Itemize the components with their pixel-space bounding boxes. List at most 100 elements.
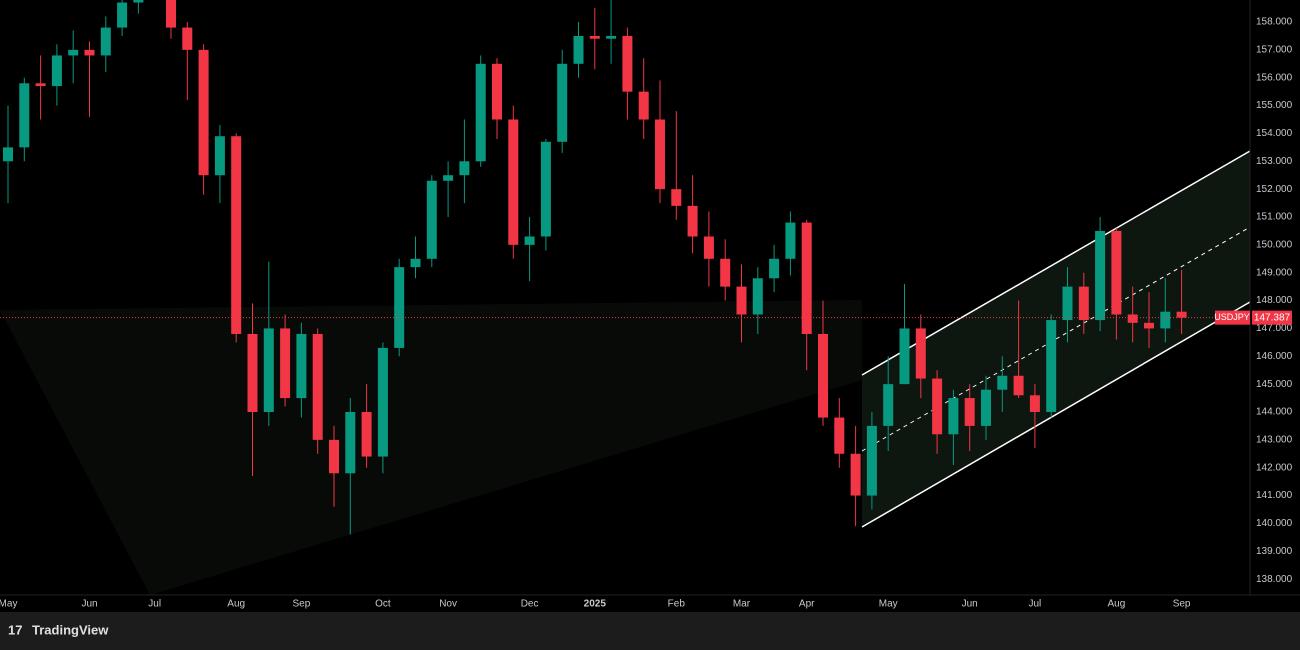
x-tick-label: Oct (375, 599, 391, 610)
candle-body (280, 328, 291, 399)
candle-body (736, 286, 747, 315)
candle-body (100, 27, 111, 56)
candle-body (866, 425, 877, 496)
x-tick-label: Jul (148, 599, 161, 610)
candle-body (622, 35, 633, 92)
candle-body (410, 258, 421, 268)
candle-body (459, 161, 470, 176)
x-tick-label: Jun (81, 599, 97, 610)
y-tick-label: 142.000 (1256, 462, 1293, 473)
candle-body (296, 333, 307, 399)
candle-body (540, 141, 551, 237)
x-tick-label: Aug (227, 599, 245, 610)
candle-body (1062, 286, 1073, 321)
y-tick-label: 141.000 (1256, 490, 1293, 501)
candle-body (19, 83, 30, 148)
candle-body (524, 236, 535, 245)
x-tick-label: Feb (668, 599, 686, 610)
y-tick-label: 152.000 (1256, 184, 1293, 195)
channel-lower (861, 301, 1251, 528)
y-tick-label: 139.000 (1256, 546, 1293, 557)
plot: 138.000 139.000 140.000 141.000 142.000 143.0… (0, 0, 1293, 610)
candle-body (394, 267, 405, 348)
x-tick-label: Sep (1173, 599, 1191, 610)
brand: TradingView (32, 622, 109, 637)
candle-body (1029, 395, 1040, 412)
candle-body (443, 175, 454, 181)
footer (0, 612, 1300, 650)
y-tick-label: 138.000 (1256, 574, 1293, 585)
candle-body (687, 205, 698, 237)
candle-body (426, 180, 437, 259)
y-tick-label: 145.000 (1256, 379, 1293, 390)
price-tag (1252, 310, 1292, 325)
candle-body (1013, 375, 1024, 396)
y-tick-label: 148.000 (1256, 295, 1293, 306)
y-tick-label: 147.000 (1256, 323, 1293, 334)
shaded-zone (0, 300, 862, 595)
candle-body (801, 222, 812, 334)
candle-body (834, 417, 845, 454)
x-tick-label: Jun (962, 599, 978, 610)
candle-body (329, 439, 339, 474)
candle-body (818, 333, 828, 418)
candle-body (492, 63, 502, 120)
candle-body (312, 333, 323, 440)
symbol-tag (1215, 310, 1250, 325)
x-tick-label: Jul (1029, 599, 1042, 610)
candle-body (557, 63, 568, 142)
candle-body (1176, 311, 1187, 318)
candle-body (850, 453, 861, 496)
candle-body (214, 136, 225, 176)
candle-body (84, 49, 95, 56)
candle-body (475, 63, 486, 162)
candle-body (785, 222, 796, 259)
price-label: 147.387 (1254, 312, 1291, 323)
x-tick-label: Mar (733, 599, 751, 610)
x-tick-label: Sep (293, 599, 311, 610)
x-tick-label: 2025 (584, 599, 607, 610)
channel-upper (861, 150, 1251, 376)
candle-body (1095, 230, 1106, 321)
candle-body (932, 378, 943, 435)
candle-body (883, 384, 894, 426)
candle-body (703, 236, 714, 259)
y-tick-label: 155.000 (1256, 100, 1293, 111)
y-tick-label: 150.000 (1256, 239, 1293, 250)
x-tick-label: May (879, 599, 898, 610)
candle-body (606, 35, 617, 39)
candle-body (589, 35, 600, 39)
candle-body (671, 189, 682, 206)
candle-body (182, 27, 193, 50)
y-tick-label: 143.000 (1256, 434, 1293, 445)
y-tick-label: 157.000 (1256, 45, 1293, 56)
candle-body (3, 147, 13, 162)
symbol-label: USDJPY (1214, 312, 1250, 322)
candle-body (638, 91, 649, 120)
candle-body (263, 328, 274, 412)
candle-body (231, 136, 242, 334)
y-tick-label: 144.000 (1256, 407, 1293, 418)
candle-body (899, 328, 910, 385)
candle-body (508, 119, 519, 245)
y-tick-label: 158.000 (1256, 17, 1293, 28)
candle-body (1046, 320, 1057, 412)
candle-body (1111, 230, 1122, 315)
candle-body (247, 333, 258, 412)
candle-body (198, 49, 209, 176)
x-tick-label: Nov (439, 599, 457, 610)
x-tick-label: May (0, 599, 17, 610)
candle-body (361, 411, 372, 457)
candle-body (915, 328, 926, 379)
candle-body (573, 35, 584, 64)
candle-body (377, 347, 388, 457)
candle-body (752, 278, 763, 315)
candle-body (1078, 286, 1089, 321)
candle-body (1127, 314, 1138, 323)
candle-body (769, 258, 780, 279)
y-tick-label: 154.000 (1256, 128, 1293, 139)
candle-body (997, 375, 1008, 390)
candle-body (345, 411, 356, 474)
